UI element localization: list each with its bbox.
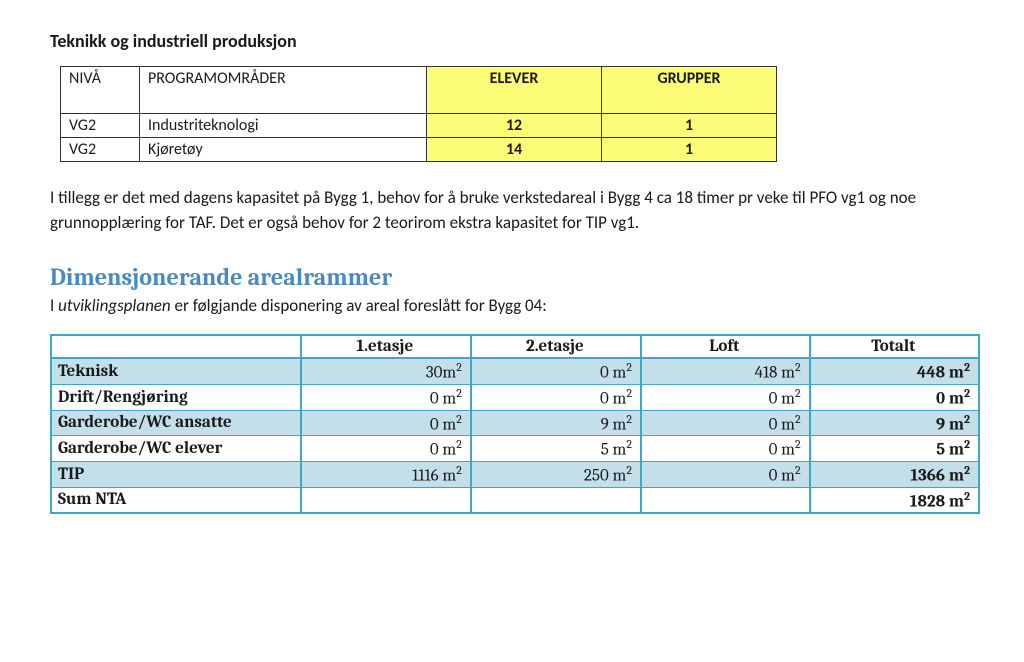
th-omrader: PROGRAMOMRÅDER [140,67,427,114]
areal-table-row: Teknisk30m20 m2418 m2448 m2 [51,358,979,384]
areal-cell: 0 m2 [641,410,810,436]
areal-th-totalt: Totalt [810,335,979,358]
areal-cell: 0 m2 [301,384,471,410]
areal-th-blank [51,335,301,358]
areal-table-row: Garderobe/WC elever0 m25 m20 m25 m2 [51,436,979,462]
areal-row-label: Teknisk [51,358,301,384]
th-elever: ELEVER [427,67,602,114]
intro-pre: I [50,295,58,316]
section-title-areal: Dimensjonerande arealrammer [50,263,974,291]
areal-row-label: Drift/Rengjøring [51,384,301,410]
areal-table: 1.etasje 2.etasje Loft Totalt Teknisk30m… [50,334,980,514]
areal-cell: 9 m2 [471,410,641,436]
areal-table-row: Drift/Rengjøring0 m20 m20 m20 m2 [51,384,979,410]
areal-cell: 0 m2 [641,384,810,410]
areal-cell: 1828 m2 [810,487,979,513]
areal-cell: 0 m2 [810,384,979,410]
th-grupper: GRUPPER [602,67,777,114]
areal-row-label: Garderobe/WC elever [51,436,301,462]
areal-cell: 0 m2 [641,461,810,487]
areal-cell: 250 m2 [471,461,641,487]
areal-cell: 1116 m2 [301,461,471,487]
th-niva: NIVÅ [61,67,140,114]
program-table-row: VG2Kjøretøy141 [61,138,777,162]
intro-em: utviklingsplanen [58,295,171,316]
areal-header-row: 1.etasje 2.etasje Loft Totalt [51,335,979,358]
areal-cell: 9 m2 [810,410,979,436]
areal-table-row: TIP1116 m2250 m20 m21366 m2 [51,461,979,487]
areal-cell: 0 m2 [471,358,641,384]
areal-th-2etasje: 2.etasje [471,335,641,358]
program-table: NIVÅ PROGRAMOMRÅDER ELEVER GRUPPER VG2In… [60,66,777,162]
areal-cell: 0 m2 [471,384,641,410]
cell-elever: 14 [427,138,602,162]
program-table-row: VG2Industriteknologi121 [61,114,777,138]
program-table-header-row: NIVÅ PROGRAMOMRÅDER ELEVER GRUPPER [61,67,777,114]
areal-th-loft: Loft [641,335,810,358]
cell-niva: VG2 [61,114,140,138]
areal-cell: 30m2 [301,358,471,384]
areal-cell: 0 m2 [301,436,471,462]
areal-row-label: Garderobe/WC ansatte [51,410,301,436]
capacity-paragraph: I tillegg er det med dagens kapasitet på… [50,186,950,235]
areal-row-label: TIP [51,461,301,487]
intro-post: er følgjande disponering av areal foresl… [171,295,547,316]
cell-niva: VG2 [61,138,140,162]
areal-cell: 1366 m2 [810,461,979,487]
areal-cell [301,487,471,513]
section-title-tip: Teknikk og industriell produksjon [50,30,974,52]
cell-elever: 12 [427,114,602,138]
cell-omrade: Industriteknologi [140,114,427,138]
areal-table-row: Sum NTA 1828 m2 [51,487,979,513]
areal-cell [471,487,641,513]
areal-intro: I utviklingsplanen er følgjande disponer… [50,295,974,316]
areal-cell: 448 m2 [810,358,979,384]
areal-cell: 0 m2 [301,410,471,436]
cell-omrade: Kjøretøy [140,138,427,162]
areal-th-1etasje: 1.etasje [301,335,471,358]
areal-cell: 5 m2 [471,436,641,462]
areal-cell: 5 m2 [810,436,979,462]
areal-row-label: Sum NTA [51,487,301,513]
areal-cell [641,487,810,513]
areal-table-row: Garderobe/WC ansatte0 m29 m20 m29 m2 [51,410,979,436]
cell-grupper: 1 [602,138,777,162]
cell-grupper: 1 [602,114,777,138]
areal-cell: 418 m2 [641,358,810,384]
areal-cell: 0 m2 [641,436,810,462]
